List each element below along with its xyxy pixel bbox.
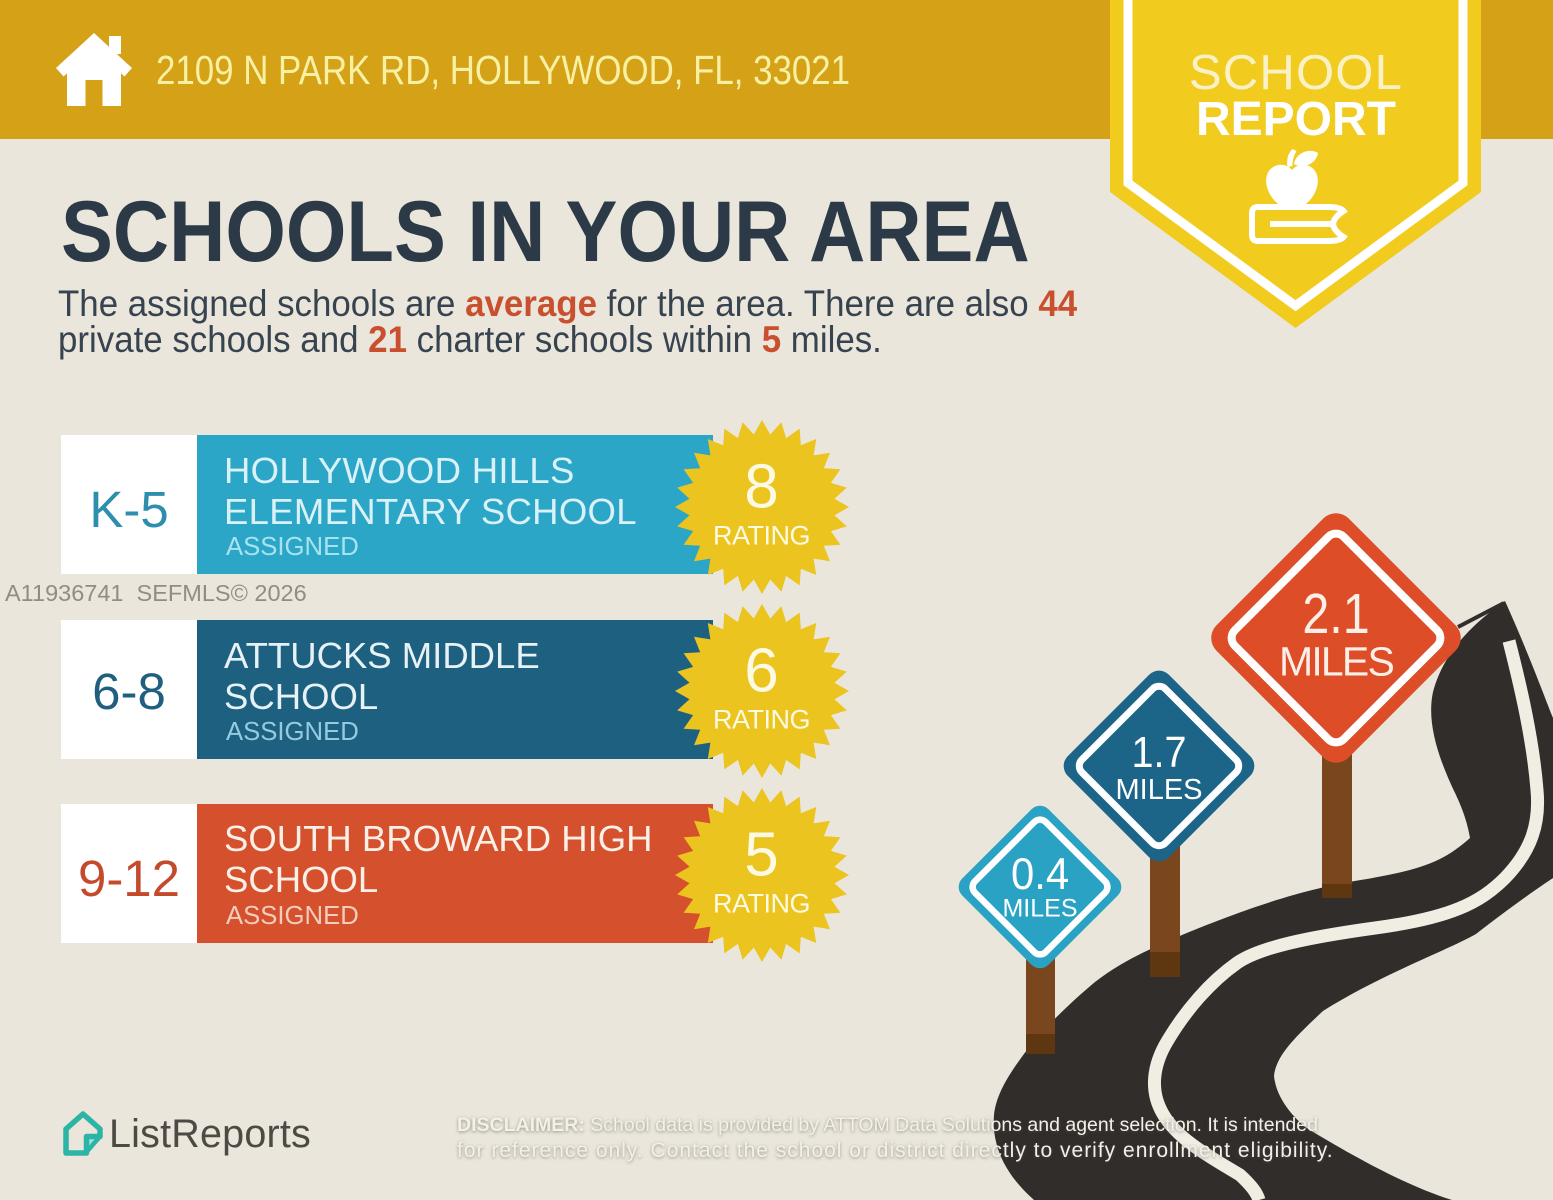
svg-text:1.7: 1.7	[1131, 727, 1186, 776]
svg-text:MILES: MILES	[1002, 895, 1077, 923]
svg-text:5: 5	[744, 821, 778, 890]
svg-text:REPORT: REPORT	[1196, 93, 1396, 146]
svg-text:RATING: RATING	[713, 889, 810, 919]
svg-text:MILES: MILES	[1279, 639, 1393, 685]
svg-text:SCHOOL: SCHOOL	[1189, 46, 1403, 100]
svg-text:RATING: RATING	[713, 705, 810, 735]
svg-text:RATING: RATING	[713, 521, 810, 551]
svg-text:0.4: 0.4	[1011, 850, 1069, 899]
svg-text:6: 6	[744, 637, 778, 706]
svg-text:8: 8	[744, 453, 778, 522]
svg-text:MILES: MILES	[1115, 774, 1202, 806]
svg-text:2.1: 2.1	[1302, 582, 1369, 646]
